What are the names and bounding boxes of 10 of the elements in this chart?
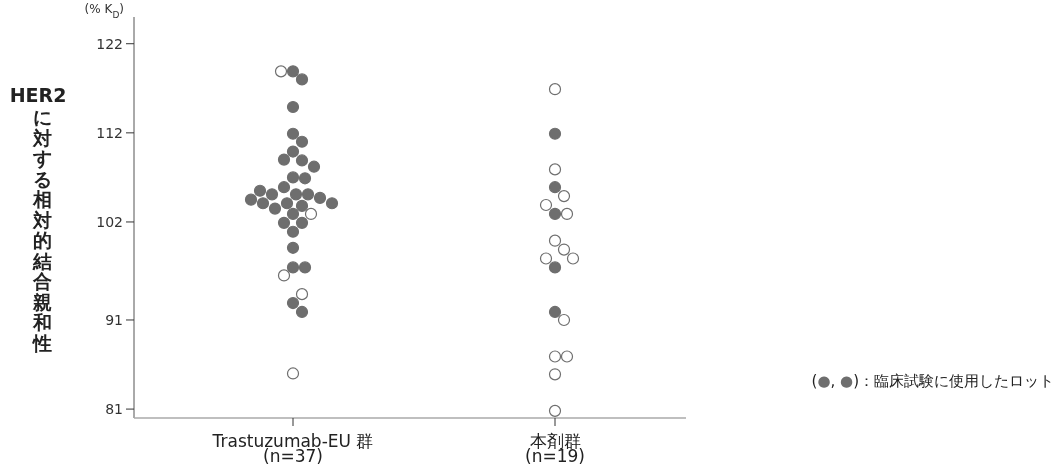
x-tick-label: Trastuzumab-EU 群 (n=37) [211,431,374,466]
text: (●, ●)：臨床試験に使用したロット [811,372,1054,390]
text: (% K$_{D}$) [84,2,124,20]
y-tick-label: 112 [96,124,123,141]
y-tick-label: 102 [96,213,123,230]
y-tick-label: 81 [105,400,123,417]
x-tick-label: 本剤群 (n=19) [525,431,585,466]
y-tick-label: 91 [105,311,123,328]
y-tick-label: 122 [96,35,123,52]
text: HER2に対する相対的結合親和性 [9,84,67,354]
